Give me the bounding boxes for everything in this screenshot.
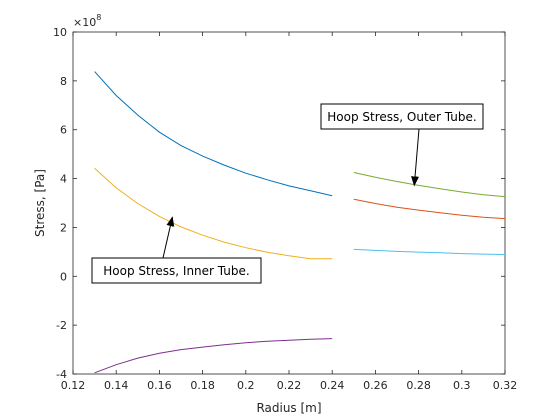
y-axis-exponent-power: 8	[96, 13, 101, 22]
plot-area	[72, 31, 506, 375]
x-tick-label: 0.22	[277, 379, 302, 392]
annotation-arrow	[162, 216, 175, 259]
series-line	[353, 172, 506, 198]
annotation-text: Hoop Stress, Outer Tube.	[327, 110, 476, 124]
tick-layer: 0.12 0.14 0.16 0.18 0.2 0.22 0.24 0.26 0.28 0.3 0.…	[53, 26, 517, 392]
y-tick-label: -2	[56, 319, 67, 332]
series-line	[353, 248, 506, 255]
x-tick-label: 0.26	[363, 379, 388, 392]
x-tick-label: 0.12	[61, 379, 86, 392]
annotation-box	[320, 103, 484, 130]
x-tick-label: 0.3	[453, 379, 471, 392]
series-line	[94, 167, 333, 260]
x-tick-label: 0.18	[190, 379, 215, 392]
x-axis-label: Radius [m]	[256, 401, 321, 415]
series-line	[94, 338, 333, 374]
x-tick-label: 0.14	[104, 379, 129, 392]
y-tick-label: 8	[60, 75, 67, 88]
annotation-arrow	[411, 128, 420, 187]
y-tick-label: 10	[53, 26, 67, 39]
series-line	[353, 198, 506, 220]
y-tick-label: -4	[56, 368, 67, 381]
series-layer	[94, 71, 506, 374]
y-axis-exponent-base: ×10	[73, 16, 96, 29]
y-tick-label: 4	[60, 173, 67, 186]
annotation-text: Hoop Stress, Inner Tube.	[103, 264, 249, 278]
x-tick-label: 0.24	[320, 379, 345, 392]
y-axis-label: Stress, [Pa]	[33, 169, 47, 237]
annotation-box	[91, 257, 262, 284]
annotation-layer: Hoop Stress, Outer Tube. Hoop Stress, Inn…	[91, 103, 484, 284]
x-tick-label: 0.16	[147, 379, 172, 392]
axes-box	[72, 31, 506, 375]
x-tick-label: 0.2	[237, 379, 255, 392]
y-tick-label: 6	[60, 124, 67, 137]
y-tick-label: 2	[60, 221, 67, 234]
x-tick-label: 0.32	[493, 379, 518, 392]
x-tick-label: 0.28	[406, 379, 431, 392]
y-tick-label: 0	[60, 270, 67, 283]
series-line	[94, 71, 333, 197]
y-axis-exponent: ×108	[73, 13, 101, 29]
